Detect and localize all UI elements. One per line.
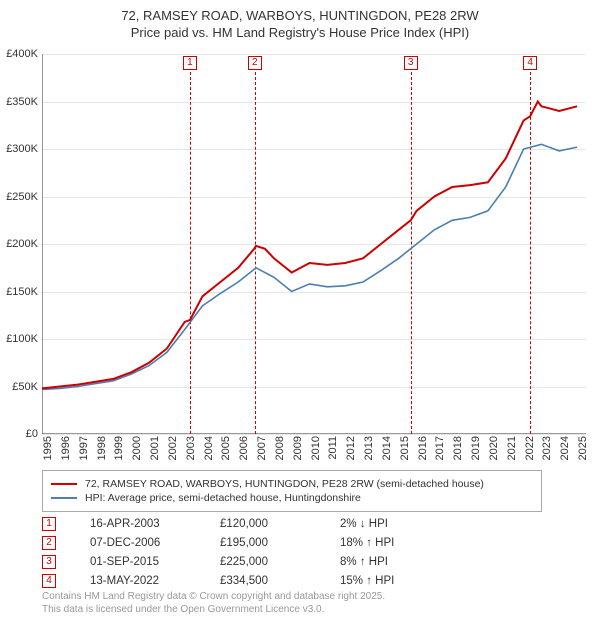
y-tick-label: £150K [6, 286, 38, 298]
x-tick-label: 1997 [78, 436, 90, 460]
x-tick-label: 1996 [60, 436, 72, 460]
x-tick-label: 2015 [399, 436, 411, 460]
legend-swatch [51, 497, 77, 499]
x-tick-label: 2001 [149, 436, 161, 460]
x-tick-label: 2014 [381, 436, 393, 460]
x-tick-label: 2023 [541, 436, 553, 460]
transaction-pct: 18% ↑ HPI [340, 537, 430, 549]
x-tick-label: 2003 [185, 436, 197, 460]
x-tick-label: 2004 [203, 436, 215, 460]
transaction-price: £120,000 [220, 518, 340, 530]
x-tick-label: 2019 [470, 436, 482, 460]
transaction-marker: 4 [42, 574, 56, 588]
legend-item: 72, RAMSEY ROAD, WARBOYS, HUNTINGDON, PE… [51, 477, 533, 491]
transaction-price: £195,000 [220, 537, 340, 549]
x-tick-label: 1998 [96, 436, 108, 460]
x-tick-label: 2011 [327, 436, 339, 460]
x-tick-label: 2020 [488, 436, 500, 460]
x-tick-label: 2016 [417, 436, 429, 460]
x-tick-label: 2013 [363, 436, 375, 460]
x-tick-label: 2017 [434, 436, 446, 460]
series-hpi [42, 144, 577, 389]
transactions-table: 1 16-APR-2003£120,0002% ↓ HPI 2 07-DEC-2006… [42, 514, 562, 590]
legend-swatch [51, 483, 77, 485]
line-plot [42, 54, 586, 434]
transaction-pct: 15% ↑ HPI [340, 575, 430, 587]
x-tick-label: 2006 [238, 436, 250, 460]
transaction-row: 3 01-SEP-2015£225,0008% ↑ HPI [42, 552, 562, 571]
attribution-line: This data is licensed under the Open Gov… [42, 603, 385, 616]
legend-item: HPI: Average price, semi-detached house,… [51, 491, 533, 505]
x-tick-label: 2009 [292, 436, 304, 460]
series-price_paid [42, 102, 577, 389]
transaction-row: 2 07-DEC-2006£195,00018% ↑ HPI [42, 533, 562, 552]
transaction-marker: 3 [42, 555, 56, 569]
y-tick-label: £200K [6, 238, 38, 250]
attribution: Contains HM Land Registry data © Crown c… [42, 590, 385, 616]
x-tick-label: 2018 [452, 436, 464, 460]
transaction-pct: 2% ↓ HPI [340, 518, 430, 530]
transaction-marker: 1 [42, 517, 56, 531]
x-tick-label: 2005 [220, 436, 232, 460]
chart-title: 72, RAMSEY ROAD, WARBOYS, HUNTINGDON, PE… [0, 0, 600, 42]
x-tick-label: 2010 [310, 436, 322, 460]
transaction-date: 16-APR-2003 [90, 518, 220, 530]
x-tick-label: 2021 [506, 436, 518, 460]
transaction-date: 07-DEC-2006 [90, 537, 220, 549]
chart-area: £0£50K£100K£150K£200K£250K£300K£350K£400… [42, 54, 586, 434]
legend-label: 72, RAMSEY ROAD, WARBOYS, HUNTINGDON, PE… [85, 478, 484, 490]
x-tick-label: 2012 [345, 436, 357, 460]
x-tick-label: 2008 [274, 436, 286, 460]
transaction-price: £334,500 [220, 575, 340, 587]
transaction-row: 1 16-APR-2003£120,0002% ↓ HPI [42, 514, 562, 533]
transaction-date: 01-SEP-2015 [90, 556, 220, 568]
y-tick-label: £0 [26, 428, 38, 440]
transaction-date: 13-MAY-2022 [90, 575, 220, 587]
x-axis: 1995 1996 1997 1998 1999 2000 2001 2002 2003 2004… [42, 434, 586, 468]
x-tick-label: 1999 [113, 436, 125, 460]
transaction-row: 4 13-MAY-2022£334,50015% ↑ HPI [42, 571, 562, 590]
title-line1: 72, RAMSEY ROAD, WARBOYS, HUNTINGDON, PE… [0, 8, 600, 25]
x-tick-label: 2024 [559, 436, 571, 460]
legend: 72, RAMSEY ROAD, WARBOYS, HUNTINGDON, PE… [42, 470, 542, 512]
x-tick-label: 2000 [131, 436, 143, 460]
y-tick-label: £250K [6, 191, 38, 203]
transaction-pct: 8% ↑ HPI [340, 556, 430, 568]
transaction-marker: 2 [42, 536, 56, 550]
title-line2: Price paid vs. HM Land Registry's House … [0, 25, 600, 42]
x-tick-label: 2025 [577, 436, 589, 460]
y-tick-label: £400K [6, 48, 38, 60]
x-tick-label: 2002 [167, 436, 179, 460]
y-tick-label: £350K [6, 96, 38, 108]
x-tick-label: 2022 [524, 436, 536, 460]
x-tick-label: 1995 [42, 436, 54, 460]
y-tick-label: £300K [6, 143, 38, 155]
legend-label: HPI: Average price, semi-detached house,… [85, 492, 361, 504]
y-axis: £0£50K£100K£150K£200K£250K£300K£350K£400… [0, 54, 40, 434]
y-tick-label: £100K [6, 333, 38, 345]
x-tick-label: 2007 [256, 436, 268, 460]
attribution-line: Contains HM Land Registry data © Crown c… [42, 590, 385, 603]
y-tick-label: £50K [12, 381, 38, 393]
transaction-price: £225,000 [220, 556, 340, 568]
